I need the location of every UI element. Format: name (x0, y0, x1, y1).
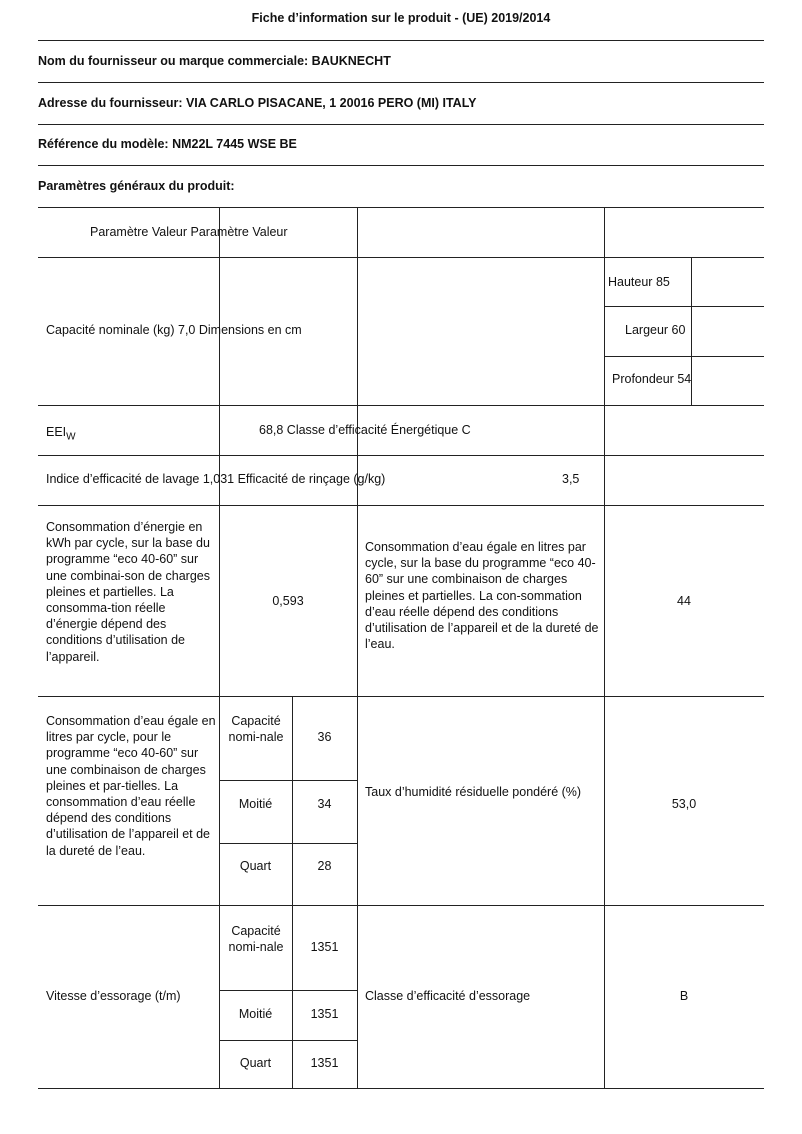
table-line (604, 356, 764, 357)
table-line (38, 455, 764, 456)
general-parameters-heading: Paramètres généraux du produit: (38, 179, 235, 193)
divider (38, 40, 764, 41)
spin-full-value: 1351 (310, 940, 339, 954)
washing-rinsing-efficiency: Indice d’efficacité de lavage 1,031 Effi… (46, 472, 386, 486)
spin-load-full-label: Capacité nomi-nale (228, 924, 284, 955)
capacity-dimensions: Capacité nominale (kg) 7,0 Dimensions en… (46, 323, 302, 337)
spin-speed-label: Vitesse d’essorage (t/m) (46, 989, 181, 1003)
height-value: Hauteur 85 (608, 275, 670, 289)
weighted-water-consumption-label: Consommation d’eau égale en litres par c… (46, 714, 216, 858)
table-line (691, 257, 692, 405)
spin-load-half-label: Moitié (238, 1007, 273, 1021)
table-line (219, 843, 357, 844)
eei-label-text: EEI (46, 425, 67, 439)
width-value: Largeur 60 (625, 323, 686, 337)
divider (38, 82, 764, 83)
table-line (219, 1040, 357, 1041)
table-line (219, 780, 357, 781)
residual-humidity-value: 53,0 (671, 797, 697, 811)
table-line (38, 905, 764, 906)
table-header: Paramètre Valeur Paramètre Valeur (90, 225, 288, 239)
supplier-name: Nom du fournisseur ou marque commerciale… (38, 54, 391, 68)
spin-quarter-value: 1351 (310, 1056, 339, 1070)
residual-humidity-label: Taux d’humidité résiduelle pondéré (%) (365, 785, 582, 799)
table-line (219, 207, 220, 1088)
eei-label: EEIW (46, 424, 76, 446)
spin-half-value: 1351 (310, 1007, 339, 1021)
energy-consumption-value: 0,593 (272, 594, 304, 608)
water-quarter-value: 28 (317, 859, 332, 873)
table-line (38, 696, 764, 697)
water-consumption-value: 44 (677, 594, 691, 608)
supplier-address: Adresse du fournisseur: VIA CARLO PISACA… (38, 96, 477, 110)
water-consumption-label: Consommation d’eau égale en litres par c… (365, 540, 599, 652)
table-line (38, 257, 764, 258)
depth-value: Profondeur 54 (612, 372, 692, 386)
document-title: Fiche d’information sur le produit - (UE… (251, 11, 551, 25)
eei-value-energy-class: 68,8 Classe d’efficacité Énergétique C (259, 423, 471, 437)
load-half-label: Moitié (238, 797, 273, 811)
water-full-value: 36 (317, 730, 332, 744)
spin-class-label: Classe d’efficacité d’essorage (365, 989, 531, 1003)
eei-subscript: W (66, 431, 76, 443)
spin-load-quarter-label: Quart (239, 1056, 272, 1070)
table-line (604, 207, 605, 1088)
divider (38, 124, 764, 125)
spin-class-value: B (679, 989, 689, 1003)
table-line (357, 207, 358, 1088)
load-quarter-label: Quart (239, 859, 272, 873)
table-line (38, 505, 764, 506)
energy-consumption-label: Consommation d’énergie en kWh par cycle,… (46, 520, 210, 664)
rinsing-value: 3,5 (562, 472, 580, 486)
water-half-value: 34 (317, 797, 332, 811)
table-line (38, 1088, 764, 1089)
table-line (219, 990, 357, 991)
table-line (38, 405, 764, 406)
divider (38, 165, 764, 166)
table-line (38, 207, 764, 208)
model-reference: Référence du modèle: NM22L 7445 WSE BE (38, 137, 297, 151)
table-line (604, 306, 764, 307)
table-line (292, 696, 293, 1088)
load-full-label: Capacité nomi-nale (228, 714, 284, 745)
